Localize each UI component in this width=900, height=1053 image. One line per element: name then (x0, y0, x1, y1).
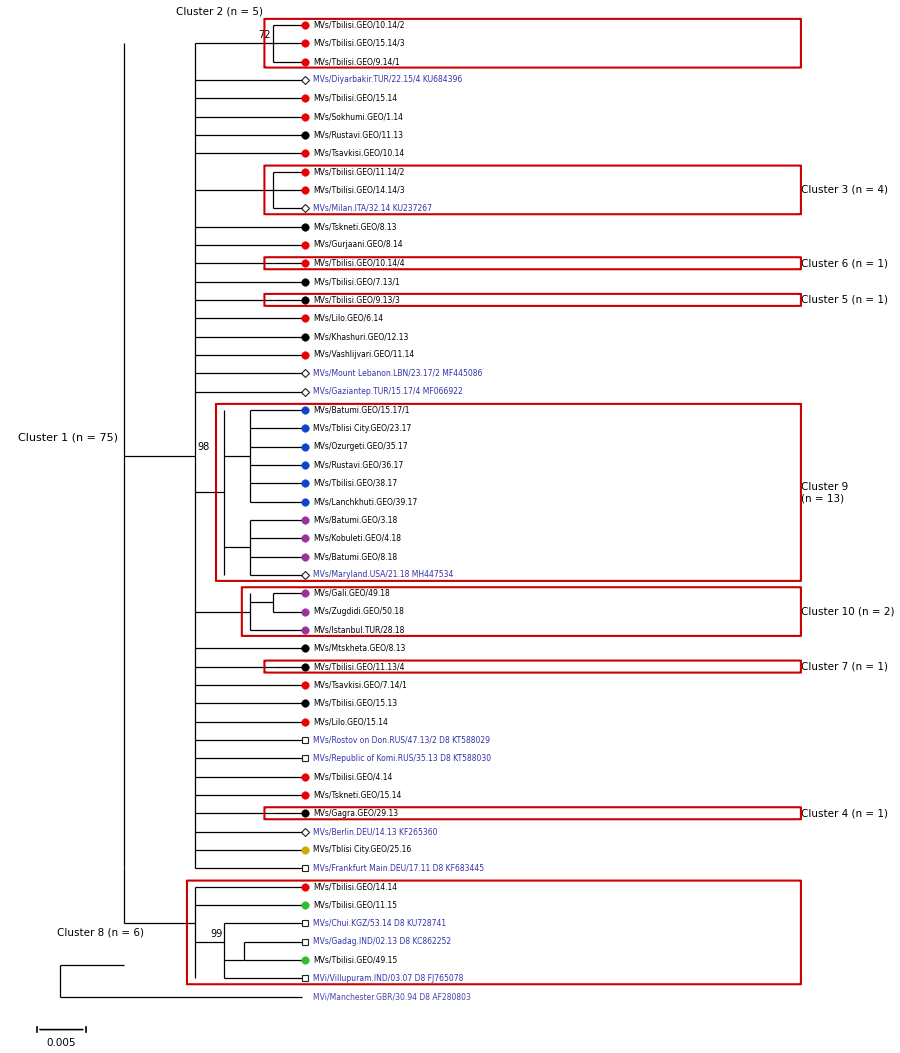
Text: 99: 99 (211, 929, 223, 939)
Text: 72: 72 (258, 31, 271, 40)
Text: MVs/Sokhumi.GEO/1.14: MVs/Sokhumi.GEO/1.14 (313, 112, 403, 121)
Text: MVs/Tskneti.GEO/15.14: MVs/Tskneti.GEO/15.14 (313, 791, 402, 799)
Text: Cluster 1 (n = 75): Cluster 1 (n = 75) (18, 433, 118, 442)
Text: MVs/Tbilisi.GEO/49.15: MVs/Tbilisi.GEO/49.15 (313, 955, 398, 965)
Text: MVs/Rustavi.GEO/11.13: MVs/Rustavi.GEO/11.13 (313, 131, 403, 139)
Text: MVs/Gurjaani.GEO/8.14: MVs/Gurjaani.GEO/8.14 (313, 240, 403, 250)
Text: MVs/Republic of Komi.RUS/35.13 D8 KT588030: MVs/Republic of Komi.RUS/35.13 D8 KT5880… (313, 754, 491, 762)
Text: MVs/Gagra.GEO/29.13: MVs/Gagra.GEO/29.13 (313, 809, 399, 818)
Text: MVs/Tbilisi.GEO/10.14/4: MVs/Tbilisi.GEO/10.14/4 (313, 259, 405, 267)
Text: MVs/Tbilisi.GEO/14.14/3: MVs/Tbilisi.GEO/14.14/3 (313, 185, 405, 195)
Text: MVs/Tbilisi.GEO/4.14: MVs/Tbilisi.GEO/4.14 (313, 772, 393, 781)
Text: MVs/Chui.KGZ/53.14 D8 KU728741: MVs/Chui.KGZ/53.14 D8 KU728741 (313, 919, 446, 928)
Text: Cluster 6 (n = 1): Cluster 6 (n = 1) (801, 258, 888, 269)
Text: MVs/Batumi.GEO/3.18: MVs/Batumi.GEO/3.18 (313, 515, 398, 524)
Text: MVs/Rustavi.GEO/36.17: MVs/Rustavi.GEO/36.17 (313, 460, 404, 470)
Text: MVs/Tbilisi.GEO/7.13/1: MVs/Tbilisi.GEO/7.13/1 (313, 277, 400, 286)
Text: MVs/Batumi.GEO/8.18: MVs/Batumi.GEO/8.18 (313, 552, 398, 561)
Text: MVs/Zugdidi.GEO/50.18: MVs/Zugdidi.GEO/50.18 (313, 608, 404, 616)
Text: MVs/Khashuri.GEO/12.13: MVs/Khashuri.GEO/12.13 (313, 332, 409, 341)
Text: Cluster 4 (n = 1): Cluster 4 (n = 1) (801, 809, 888, 818)
Text: Cluster 3 (n = 4): Cluster 3 (n = 4) (801, 185, 888, 195)
Text: MVs/Gali.GEO/49.18: MVs/Gali.GEO/49.18 (313, 589, 391, 598)
Text: MVs/Tbilisi.GEO/9.13/3: MVs/Tbilisi.GEO/9.13/3 (313, 296, 400, 304)
Text: MVs/Lanchkhuti.GEO/39.17: MVs/Lanchkhuti.GEO/39.17 (313, 497, 418, 506)
Text: MVs/Lilo.GEO/15.14: MVs/Lilo.GEO/15.14 (313, 717, 389, 727)
Text: MVs/Tbilisi.GEO/10.14/2: MVs/Tbilisi.GEO/10.14/2 (313, 20, 405, 29)
Text: MVs/Kobuleti.GEO/4.18: MVs/Kobuleti.GEO/4.18 (313, 534, 401, 542)
Text: MVs/Mount Lebanon.LBN/23.17/2 MF445086: MVs/Mount Lebanon.LBN/23.17/2 MF445086 (313, 369, 483, 378)
Text: MVs/Frankfurt Main.DEU/17.11 D8 KF683445: MVs/Frankfurt Main.DEU/17.11 D8 KF683445 (313, 863, 484, 873)
Text: MVi/Villupuram.IND/03.07 D8 FJ765078: MVi/Villupuram.IND/03.07 D8 FJ765078 (313, 974, 464, 982)
Text: MVs/Batumi.GEO/15.17/1: MVs/Batumi.GEO/15.17/1 (313, 405, 410, 415)
Text: MVs/Diyarbakir.TUR/22.15/4 KU684396: MVs/Diyarbakir.TUR/22.15/4 KU684396 (313, 76, 463, 84)
Text: MVs/Tbilisi.GEO/15.14: MVs/Tbilisi.GEO/15.14 (313, 94, 398, 103)
Text: Cluster 7 (n = 1): Cluster 7 (n = 1) (801, 661, 888, 672)
Text: MVs/Tsavkisi.GEO/7.14/1: MVs/Tsavkisi.GEO/7.14/1 (313, 680, 408, 690)
Text: MVs/Tbilisi.GEO/15.13: MVs/Tbilisi.GEO/15.13 (313, 699, 398, 708)
Text: MVs/Ozurgeti.GEO/35.17: MVs/Ozurgeti.GEO/35.17 (313, 442, 408, 451)
Text: MVs/Tskneti.GEO/8.13: MVs/Tskneti.GEO/8.13 (313, 222, 397, 231)
Text: Cluster 9
(n = 13): Cluster 9 (n = 13) (801, 481, 848, 503)
Text: Cluster 8 (n = 6): Cluster 8 (n = 6) (57, 928, 144, 937)
Text: MVs/Tbilisi.GEO/11.14/2: MVs/Tbilisi.GEO/11.14/2 (313, 167, 405, 176)
Text: MVs/Maryland.USA/21.18 MH447534: MVs/Maryland.USA/21.18 MH447534 (313, 571, 454, 579)
Text: 0.005: 0.005 (47, 1038, 76, 1048)
Text: Cluster 10 (n = 2): Cluster 10 (n = 2) (801, 607, 895, 617)
Text: MVs/Berlin.DEU/14.13 KF265360: MVs/Berlin.DEU/14.13 KF265360 (313, 827, 438, 836)
Text: MVs/Tblisi City.GEO/23.17: MVs/Tblisi City.GEO/23.17 (313, 423, 411, 433)
Text: MVs/Rostov on Don.RUS/47.13/2 D8 KT588029: MVs/Rostov on Don.RUS/47.13/2 D8 KT58802… (313, 735, 491, 744)
Text: MVs/Istanbul.TUR/28.18: MVs/Istanbul.TUR/28.18 (313, 625, 405, 634)
Text: MVs/Tblisi City.GEO/25.16: MVs/Tblisi City.GEO/25.16 (313, 846, 411, 854)
Text: MVs/Tbilisi.GEO/11.13/4: MVs/Tbilisi.GEO/11.13/4 (313, 662, 405, 671)
Text: MVs/Tsavkisi.GEO/10.14: MVs/Tsavkisi.GEO/10.14 (313, 148, 405, 158)
Text: MVs/Mtskheta.GEO/8.13: MVs/Mtskheta.GEO/8.13 (313, 643, 406, 653)
Text: MVs/Gadag.IND/02.13 D8 KC862252: MVs/Gadag.IND/02.13 D8 KC862252 (313, 937, 452, 946)
Text: MVs/Tbilisi.GEO/38.17: MVs/Tbilisi.GEO/38.17 (313, 479, 398, 488)
Text: MVs/Vashlijvari.GEO/11.14: MVs/Vashlijvari.GEO/11.14 (313, 351, 415, 359)
Text: MVs/Tbilisi.GEO/9.14/1: MVs/Tbilisi.GEO/9.14/1 (313, 57, 400, 66)
Text: MVs/Gaziantep.TUR/15.17/4 MF066922: MVs/Gaziantep.TUR/15.17/4 MF066922 (313, 388, 464, 396)
Text: MVs/Lilo.GEO/6.14: MVs/Lilo.GEO/6.14 (313, 314, 383, 322)
Text: MVs/Milan.ITA/32.14 KU237267: MVs/Milan.ITA/32.14 KU237267 (313, 203, 433, 213)
Text: Cluster 2 (n = 5): Cluster 2 (n = 5) (176, 6, 263, 16)
Text: MVs/Tbilisi.GEO/14.14: MVs/Tbilisi.GEO/14.14 (313, 882, 398, 891)
Text: 98: 98 (197, 442, 210, 452)
Text: MVs/Tbilisi.GEO/15.14/3: MVs/Tbilisi.GEO/15.14/3 (313, 39, 405, 47)
Text: Cluster 5 (n = 1): Cluster 5 (n = 1) (801, 295, 888, 305)
Text: MVi/Manchester.GBR/30.94 D8 AF280803: MVi/Manchester.GBR/30.94 D8 AF280803 (313, 992, 472, 1001)
Text: MVs/Tbilisi.GEO/11.15: MVs/Tbilisi.GEO/11.15 (313, 900, 398, 910)
